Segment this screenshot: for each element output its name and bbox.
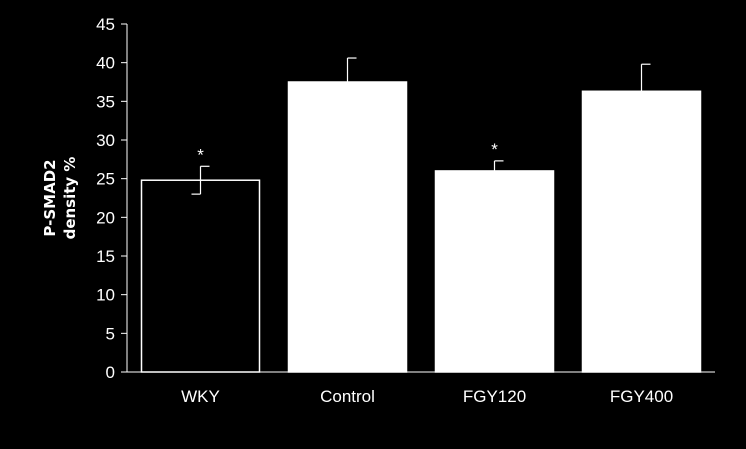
category-label-control: Control bbox=[320, 387, 375, 406]
category-label-fgy400: FGY400 bbox=[610, 387, 673, 406]
bars bbox=[140, 81, 702, 373]
y-axis-label: P-SMAD2 density % bbox=[41, 157, 79, 240]
y-tick-label: 5 bbox=[106, 324, 115, 343]
y-tick-label: 10 bbox=[96, 286, 115, 305]
y-axis-label-line-2: density % bbox=[61, 157, 79, 240]
bar-control bbox=[287, 81, 408, 373]
error-bars bbox=[191, 57, 651, 195]
category-labels: WKY Control FGY120 FGY400 bbox=[181, 387, 673, 406]
bar-wky bbox=[140, 179, 261, 373]
y-axis-ticks: 0 5 10 15 20 25 30 35 40 45 bbox=[96, 15, 127, 382]
bar-fgy120 bbox=[434, 170, 555, 373]
axes bbox=[126, 24, 715, 373]
significance-marker: * bbox=[197, 145, 204, 164]
y-axis-label-line-1: P-SMAD2 bbox=[41, 159, 59, 236]
category-label-wky: WKY bbox=[181, 387, 220, 406]
y-tick-label: 20 bbox=[96, 208, 115, 227]
y-tick-label: 0 bbox=[106, 363, 115, 382]
y-tick-label: 40 bbox=[96, 54, 115, 73]
category-label-fgy120: FGY120 bbox=[463, 387, 526, 406]
significance-marker: * bbox=[491, 140, 498, 159]
y-tick-label: 25 bbox=[96, 170, 115, 189]
y-tick-label: 35 bbox=[96, 92, 115, 111]
y-tick-label: 15 bbox=[96, 247, 115, 266]
significance-markers: * * bbox=[197, 140, 498, 164]
y-tick-label: 30 bbox=[96, 131, 115, 150]
y-tick-label: 45 bbox=[96, 15, 115, 34]
bar-fgy400 bbox=[581, 90, 702, 373]
